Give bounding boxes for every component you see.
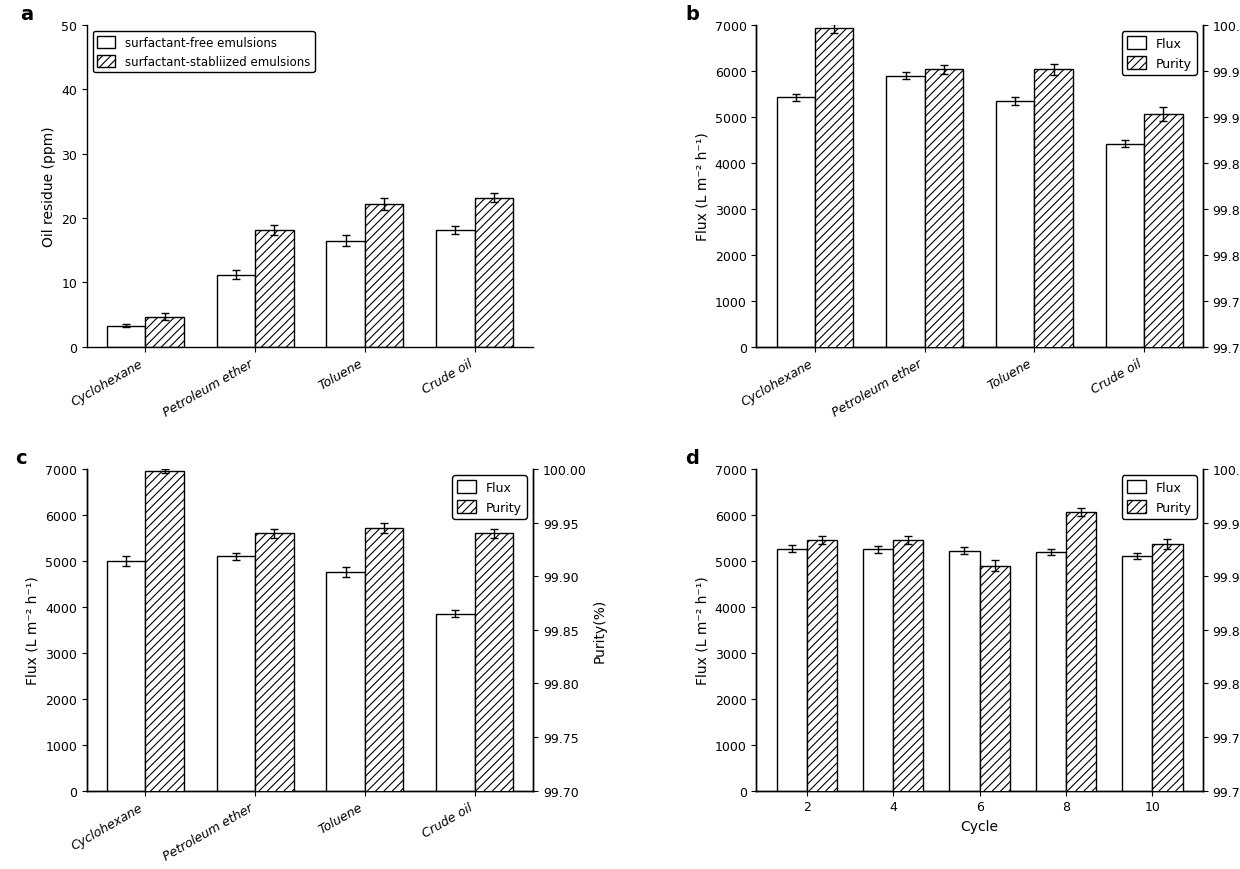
Y-axis label: Flux (L m⁻² h⁻¹): Flux (L m⁻² h⁻¹): [26, 576, 40, 685]
Bar: [1152, 545, 1183, 869]
Y-axis label: Flux (L m⁻² h⁻¹): Flux (L m⁻² h⁻¹): [696, 132, 709, 241]
Bar: [1035, 553, 1066, 791]
Bar: [925, 70, 963, 869]
Bar: [217, 275, 255, 348]
Bar: [776, 549, 807, 791]
Bar: [475, 534, 513, 869]
Bar: [255, 230, 294, 348]
Bar: [365, 528, 403, 869]
Y-axis label: Flux (L m⁻² h⁻¹): Flux (L m⁻² h⁻¹): [696, 576, 709, 685]
Bar: [145, 317, 184, 348]
Bar: [1034, 70, 1073, 869]
Bar: [107, 326, 145, 348]
X-axis label: Cycle: Cycle: [961, 819, 998, 833]
Bar: [950, 551, 980, 791]
Bar: [475, 198, 513, 348]
Legend: surfactant-free emulsions, surfactant-stabliized emulsions: surfactant-free emulsions, surfactant-st…: [93, 32, 315, 73]
Text: a: a: [20, 4, 33, 23]
Bar: [1122, 556, 1152, 791]
Bar: [255, 534, 294, 869]
Bar: [436, 614, 475, 791]
Legend: Flux, Purity: Flux, Purity: [1122, 475, 1197, 519]
Bar: [863, 550, 893, 791]
Y-axis label: Oil residue (ppm): Oil residue (ppm): [41, 127, 56, 247]
Text: b: b: [684, 4, 699, 23]
Y-axis label: Purity(%): Purity(%): [593, 598, 606, 662]
Text: c: c: [15, 448, 27, 467]
Bar: [217, 557, 255, 791]
Bar: [996, 102, 1034, 348]
Legend: Flux, Purity: Flux, Purity: [453, 475, 527, 519]
Bar: [326, 573, 365, 791]
Bar: [1066, 513, 1096, 869]
Bar: [326, 242, 365, 348]
Bar: [807, 541, 837, 869]
Bar: [776, 98, 815, 348]
Legend: Flux, Purity: Flux, Purity: [1122, 32, 1197, 76]
Bar: [107, 561, 145, 791]
Bar: [1106, 144, 1145, 348]
Bar: [887, 76, 925, 348]
Bar: [893, 541, 924, 869]
Bar: [145, 471, 184, 869]
Bar: [1145, 115, 1183, 869]
Bar: [980, 566, 1009, 869]
Text: d: d: [684, 448, 699, 467]
Bar: [436, 230, 475, 348]
Bar: [815, 30, 853, 869]
Bar: [365, 205, 403, 348]
